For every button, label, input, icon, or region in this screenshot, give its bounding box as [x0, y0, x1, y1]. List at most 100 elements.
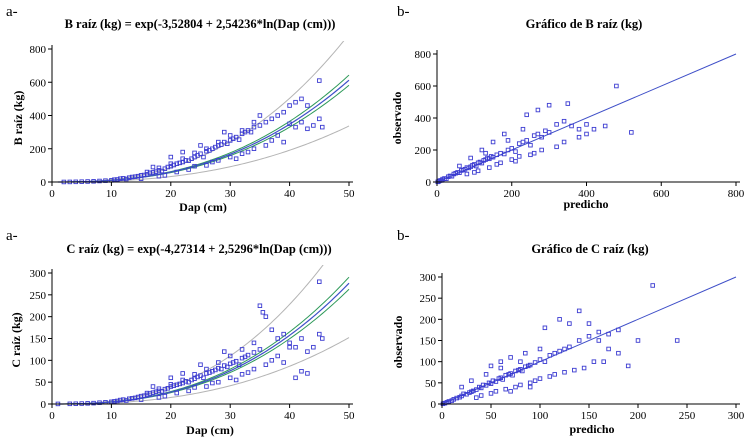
data-point: [586, 334, 592, 339]
data-point: [305, 349, 310, 354]
y-tick-label: 0: [431, 399, 437, 411]
data-point: [569, 123, 574, 129]
data-point: [581, 365, 587, 371]
data-point: [121, 176, 126, 181]
data-point: [542, 325, 548, 331]
data-point: [275, 133, 280, 138]
data-point: [483, 383, 489, 388]
data-point: [180, 371, 185, 376]
data-point: [520, 126, 526, 132]
data-point: [478, 393, 484, 398]
x-axis-label: predicho: [563, 197, 608, 211]
x-tick-label: 10: [106, 188, 118, 200]
data-point: [192, 372, 197, 377]
data-point: [554, 144, 559, 150]
data-point: [168, 382, 174, 387]
data-point: [216, 360, 221, 365]
panel-letter: a-: [6, 4, 18, 20]
data-point: [147, 391, 153, 396]
data-point: [596, 338, 602, 343]
data-point: [210, 369, 215, 374]
data-point: [257, 123, 263, 128]
data-point: [275, 113, 280, 118]
data-point: [153, 169, 159, 174]
data-point: [488, 363, 494, 369]
y-tick-label: 800: [30, 44, 47, 56]
data-point: [461, 391, 466, 397]
plot-area: 0 10 20 30 40 50 0 200 400 600 800: [30, 41, 355, 200]
y-tick-label: 150: [30, 334, 47, 346]
panel-letter: b-: [397, 4, 410, 20]
data-point: [503, 386, 508, 392]
data-point: [257, 113, 263, 118]
data-point: [216, 139, 221, 145]
data-point: [281, 360, 286, 365]
data-point: [275, 336, 280, 341]
data-point: [524, 112, 529, 118]
data-point: [584, 122, 589, 127]
data-point: [263, 119, 269, 125]
data-point: [546, 130, 552, 135]
data-point: [118, 176, 123, 181]
data-point: [547, 353, 553, 358]
data-point: [554, 122, 559, 127]
data-point: [523, 364, 528, 370]
x-tick-label: 0: [49, 410, 55, 422]
data-point: [210, 159, 215, 165]
data-point: [625, 363, 631, 369]
data-point: [528, 152, 533, 158]
data-point: [287, 103, 292, 108]
data-point: [505, 138, 511, 143]
data-point: [251, 350, 257, 355]
data-point: [126, 175, 132, 180]
data-point: [183, 379, 188, 384]
data-point: [487, 165, 492, 170]
data-point: [233, 134, 239, 140]
data-point: [561, 118, 567, 124]
x-tick-label: 30: [225, 410, 237, 422]
data-point: [311, 123, 316, 128]
data-point: [591, 359, 597, 364]
prediction-lower-line: [57, 337, 350, 405]
y-tick-label: 50: [35, 377, 47, 389]
data-point: [281, 331, 286, 337]
data-point: [121, 397, 126, 402]
data-point: [616, 350, 621, 356]
x-tick-label: 400: [578, 188, 595, 200]
data-point: [85, 401, 90, 406]
data-point: [192, 150, 197, 156]
data-point: [210, 380, 215, 386]
panel-b-raiz-regression: a- B raíz (kg) = exp(-3,52804 + 2,54236*…: [6, 4, 355, 214]
data-point: [479, 147, 485, 153]
x-tick-label: 100: [532, 410, 549, 422]
data-point: [263, 362, 269, 367]
data-point: [257, 303, 263, 309]
data-point: [490, 378, 496, 383]
x-tick-label: 0: [434, 188, 440, 200]
data-point: [251, 146, 257, 151]
data-point: [565, 101, 571, 106]
data-point: [557, 348, 562, 354]
data-point: [269, 138, 275, 143]
data-point: [464, 171, 470, 177]
panel-c-raiz-observed-predicted: b- Gráfico de C raíz (kg) predicho obser…: [391, 228, 745, 436]
data-point: [527, 362, 533, 368]
data-point: [546, 102, 552, 108]
data-point: [138, 176, 144, 181]
data-point: [483, 372, 489, 377]
x-tick-label: 300: [728, 410, 745, 422]
data-point: [174, 169, 179, 175]
data-point: [483, 150, 488, 156]
data-point: [317, 331, 322, 337]
data-point: [233, 156, 239, 161]
data-point: [311, 344, 316, 350]
data-point: [219, 366, 224, 372]
chart-title: Gráfico de B raíz (kg): [526, 17, 643, 31]
y-tick-label: 200: [415, 145, 432, 157]
chart-title: B raíz (kg) = exp(-3,52804 + 2,54236*ln(…: [65, 17, 336, 31]
data-point: [674, 338, 680, 343]
data-point: [245, 149, 251, 155]
data-point: [257, 347, 263, 352]
data-point: [156, 386, 162, 391]
data-point: [305, 371, 310, 376]
